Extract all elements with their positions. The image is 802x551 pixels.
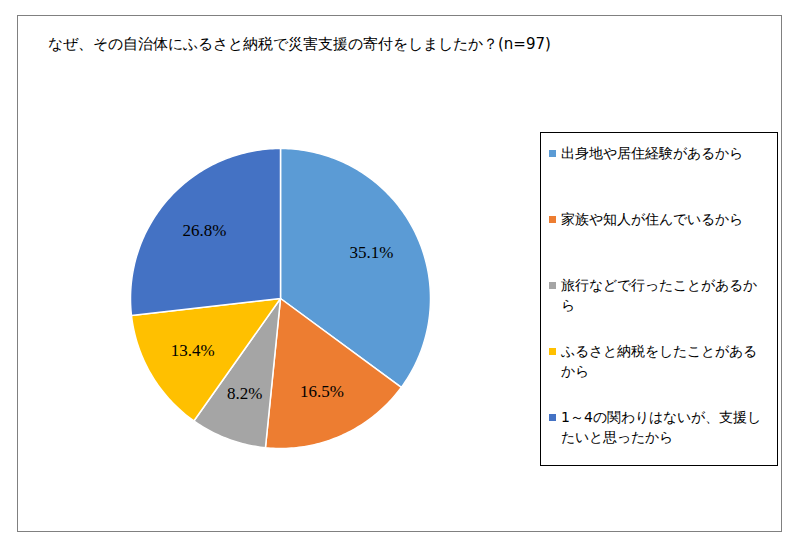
svg-text:35.1%: 35.1% (350, 243, 394, 262)
svg-text:13.4%: 13.4% (171, 341, 215, 360)
html-text:家族や知人が住んでいるから: 家族や知人が住んでいるから (561, 211, 743, 227)
html-text:出身地や居住経験があるから: 出身地や居住経験があるから (561, 145, 743, 161)
svg-text:26.8%: 26.8% (182, 221, 226, 240)
html-text:なぜ、その自治体にふるさと納税で災害支援の寄付をしましたか？: なぜ、その自治体にふるさと納税で災害支援の寄付をしましたか？(n=97) (48, 35, 551, 53)
svg-text:16.5%: 16.5% (300, 382, 344, 401)
html-text:ふるさと納税をしたことがあるから: ふるさと納税をしたことがあるから (561, 343, 757, 379)
html-text:旅行などで行ったことがあるから: 旅行などで行ったことがあるから (561, 277, 757, 313)
html-text:1～4の関わりはないが、支援したいと思ったから: 1～4の関わりはないが、支援したいと思ったから (561, 409, 761, 445)
svg-text:8.2%: 8.2% (227, 384, 262, 403)
